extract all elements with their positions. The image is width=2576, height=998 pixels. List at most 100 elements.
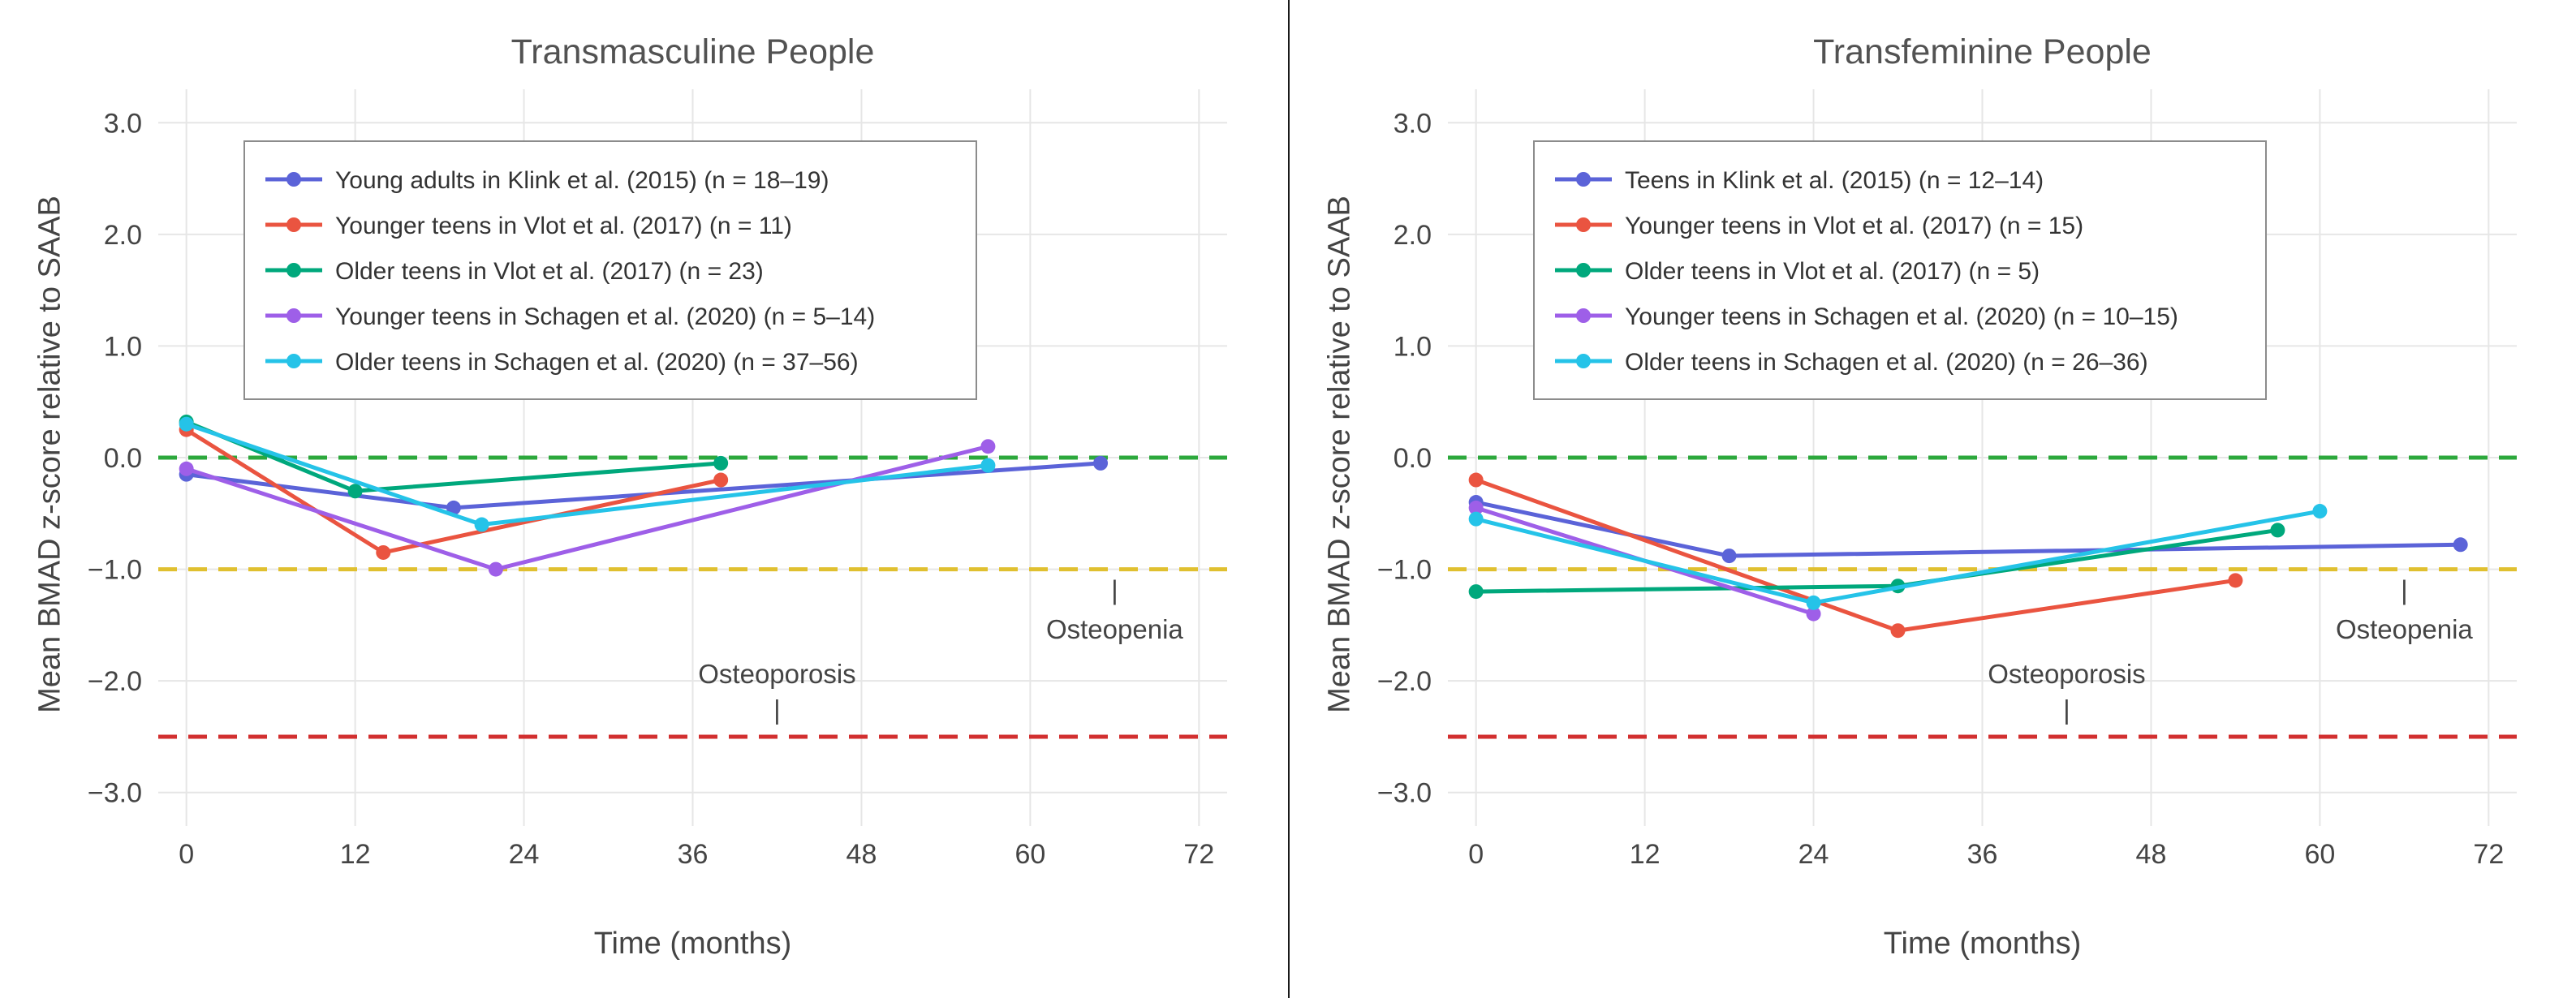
x-tick-label: 12: [1630, 839, 1661, 870]
data-point: [2312, 504, 2328, 519]
x-tick-label: 48: [2136, 839, 2167, 870]
legend-item[interactable]: Older teens in Schagen et al. (2020) (n …: [265, 349, 859, 376]
y-tick-label: −1.0: [88, 555, 142, 586]
legend-item-label: Teens in Klink et al. (2015) (n = 12–14): [1625, 167, 2044, 194]
data-point: [1806, 595, 1821, 610]
legend-item[interactable]: Older teens in Schagen et al. (2020) (n …: [1555, 349, 2148, 376]
series-2: [1468, 523, 2285, 600]
data-point: [713, 455, 729, 471]
legend-swatch-marker: [286, 172, 301, 187]
x-tick-label: 60: [2304, 839, 2335, 870]
data-point: [980, 439, 996, 454]
annotation: Osteopenia: [2336, 614, 2473, 644]
chart-canvas-transmasculine: 0 12 24 36 48 60 72 3.0 2.0 1.0 0.0 −1.0 −2.0 −3.0 Ost…: [88, 89, 1227, 870]
legend-box: [1533, 140, 2267, 400]
chart-canvas-transfeminine: 0 12 24 36 48 60 72 3.0 2.0 1.0 0.0 −1.0 −2.0 −3.0 Ost…: [1377, 89, 2517, 870]
legend-swatch-marker: [286, 217, 301, 232]
legend-item[interactable]: Younger teens in Vlot et al. (2017) (n =…: [1555, 213, 2083, 239]
legend-item-label: Older teens in Vlot et al. (2017) (n = 2…: [335, 258, 764, 285]
legend-swatch-marker: [1576, 263, 1591, 277]
data-point: [713, 472, 729, 488]
y-tick-label: −3.0: [1377, 778, 1432, 809]
series-1: [1468, 472, 2243, 639]
data-point: [179, 416, 194, 432]
gridlines: [1448, 89, 2517, 826]
y-tick-label: 0.0: [1394, 443, 1432, 474]
y-axis-label: Mean BMAD z-score relative to SAAB: [32, 196, 67, 713]
annotation: |: [2401, 575, 2408, 605]
data-point: [2453, 537, 2468, 553]
chart-panel-transfeminine: 0 12 24 36 48 60 72 3.0 2.0 1.0 0.0 −1.0 −2.0 −3.0 Ost…: [1288, 0, 2576, 998]
legend-item[interactable]: Younger teens in Vlot et al. (2017) (n =…: [265, 213, 792, 239]
x-tick-label: 48: [846, 839, 877, 870]
legend-item-label: Younger teens in Schagen et al. (2020) (…: [1625, 303, 2178, 330]
series-3: [179, 439, 996, 577]
data-point: [2228, 573, 2243, 588]
data-point: [488, 561, 503, 577]
data-point: [1468, 500, 1484, 515]
annotation: |: [2063, 695, 2070, 725]
series-4: [179, 416, 996, 532]
legend: Young adults in Klink et al. (2015) (n =…: [243, 140, 977, 400]
x-tick-label: 36: [678, 839, 709, 870]
x-tick-label: 72: [1183, 839, 1214, 870]
legend-item[interactable]: Older teens in Vlot et al. (2017) (n = 5…: [1555, 258, 2040, 285]
legend-item[interactable]: Teens in Klink et al. (2015) (n = 12–14): [1555, 167, 2044, 194]
legend-item-label: Younger teens in Vlot et al. (2017) (n =…: [1625, 213, 2083, 239]
y-tick-labels: 3.0 2.0 1.0 0.0 −1.0 −2.0 −3.0: [88, 108, 142, 808]
annotation: Osteoporosis: [698, 659, 855, 689]
x-tick-label: 72: [2473, 839, 2504, 870]
chart-panel-transmasculine: 0 12 24 36 48 60 72 3.0 2.0 1.0 0.0 −1.0 −2.0 −3.0 Ost…: [32, 32, 1227, 961]
y-tick-label: 3.0: [1394, 108, 1432, 139]
x-tick-label: 24: [1798, 839, 1829, 870]
data-point: [1468, 511, 1484, 527]
legend-item[interactable]: Younger teens in Schagen et al. (2020) (…: [265, 303, 875, 330]
data-point: [1093, 455, 1109, 471]
legend-item[interactable]: Older teens in Vlot et al. (2017) (n = 2…: [265, 258, 764, 285]
y-axis-label: Mean BMAD z-score relative to SAAB: [1322, 196, 1357, 713]
y-tick-label: −2.0: [88, 666, 142, 697]
legend-swatch-marker: [286, 263, 301, 277]
y-tick-label: 1.0: [104, 331, 142, 362]
y-tick-label: 2.0: [1394, 220, 1432, 251]
legend-swatch-marker: [1576, 217, 1591, 232]
y-tick-label: −2.0: [1377, 666, 1432, 697]
data-point: [980, 458, 996, 473]
x-axis-label: Time (months): [1883, 927, 2082, 961]
y-tick-labels: 3.0 2.0 1.0 0.0 −1.0 −2.0 −3.0: [1377, 108, 1432, 808]
y-tick-label: 2.0: [104, 220, 142, 251]
legend-item-label: Younger teens in Schagen et al. (2020) (…: [335, 303, 875, 330]
data-point: [179, 461, 194, 476]
legend-item-label: Younger teens in Vlot et al. (2017) (n =…: [335, 213, 792, 239]
data-point: [2270, 523, 2285, 538]
x-tick-labels: 0 12 24 36 48 60 72: [1468, 839, 2504, 870]
legend-item-label: Older teens in Vlot et al. (2017) (n = 5…: [1625, 258, 2040, 285]
x-axis-label: Time (months): [593, 927, 792, 961]
data-point: [347, 484, 363, 499]
y-tick-label: 1.0: [1394, 331, 1432, 362]
x-tick-label: 0: [1468, 839, 1484, 870]
legend: Teens in Klink et al. (2015) (n = 12–14)…: [1533, 140, 2267, 400]
data-point: [1721, 548, 1737, 564]
legend-box: [243, 140, 977, 400]
x-tick-label: 60: [1014, 839, 1045, 870]
data-point: [1890, 623, 1906, 639]
legend-swatch-marker: [286, 354, 301, 368]
legend-item[interactable]: Younger teens in Schagen et al. (2020) (…: [1555, 303, 2178, 330]
annotation: Osteoporosis: [1988, 659, 2145, 689]
legend-item-label: Older teens in Schagen et al. (2020) (n …: [335, 349, 859, 376]
annotation: |: [1111, 575, 1118, 605]
data-point: [474, 517, 489, 532]
x-tick-label: 24: [509, 839, 540, 870]
legend-item[interactable]: Young adults in Klink et al. (2015) (n =…: [265, 167, 829, 194]
x-tick-label: 0: [179, 839, 194, 870]
series-4: [1468, 504, 2328, 610]
legend-swatch-marker: [1576, 354, 1591, 368]
chart-title: Transfeminine People: [1813, 32, 2152, 71]
series-0: [1468, 495, 2468, 564]
legend-item-label: Young adults in Klink et al. (2015) (n =…: [335, 167, 829, 194]
data-point: [446, 500, 461, 515]
x-tick-label: 36: [1967, 839, 1998, 870]
y-tick-label: −1.0: [1377, 555, 1432, 586]
y-tick-label: 3.0: [104, 108, 142, 139]
